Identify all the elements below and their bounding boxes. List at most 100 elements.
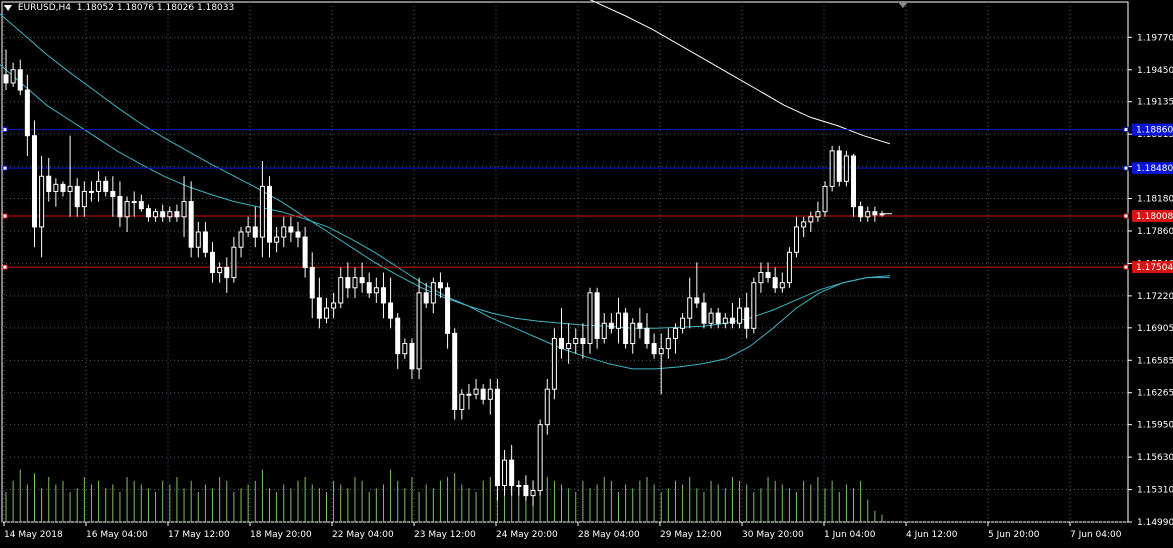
candle-body [758, 272, 764, 284]
dropdown-triangle-icon[interactable] [4, 4, 12, 11]
candle-body [687, 297, 693, 319]
y-tick-label: 1.19135 [1137, 98, 1173, 108]
candle [473, 379, 479, 400]
candle-body [779, 282, 785, 289]
candle-body [587, 292, 593, 345]
candle-body [694, 297, 700, 304]
candle-body [416, 292, 422, 370]
candle [267, 176, 273, 258]
candle [822, 181, 828, 217]
level-anchor [2, 127, 8, 133]
candle-body [302, 236, 308, 268]
candle-body [103, 180, 109, 192]
candle-body [559, 337, 565, 350]
candle-body [708, 312, 714, 324]
candle [879, 210, 885, 217]
candle-body [829, 150, 835, 187]
candle-body [530, 490, 536, 497]
level-price-tag [1132, 162, 1173, 175]
candle-body [615, 312, 621, 329]
candle-body [338, 277, 344, 304]
candle [366, 272, 372, 298]
candle [24, 74, 30, 156]
candle [644, 313, 650, 349]
candle-body [245, 226, 251, 233]
candle [202, 221, 208, 258]
candle [751, 277, 757, 334]
y-tick-label: 1.16585 [1137, 356, 1173, 366]
x-tick-label: 24 May 20:00 [496, 530, 558, 540]
candle-body [281, 226, 287, 238]
candle [96, 171, 102, 202]
plot-frame [1, 1, 1129, 523]
x-tick-label: 1 Jun 04:00 [824, 530, 876, 540]
candle [786, 247, 792, 288]
candle [843, 150, 849, 187]
candle-body [309, 266, 315, 299]
candle-body [623, 312, 629, 345]
candle-body [487, 388, 493, 400]
candle-body [81, 190, 87, 208]
candle-body [722, 317, 728, 324]
candle-body [210, 251, 216, 274]
candle-body [388, 302, 394, 319]
y-tick-label: 1.14990 [1137, 518, 1173, 528]
candle [174, 204, 180, 222]
candle-body [523, 484, 529, 497]
candle-body [409, 343, 415, 370]
candle [551, 328, 557, 400]
candle-body [274, 236, 280, 243]
candle-body [352, 277, 358, 289]
candle-body [380, 287, 386, 304]
candle [687, 277, 693, 329]
candle-body [836, 150, 842, 182]
candle [701, 292, 707, 329]
candle-body [117, 196, 123, 218]
candle-body [195, 231, 201, 248]
candle-body [202, 231, 208, 253]
candle [630, 318, 636, 354]
candle [224, 257, 230, 293]
candle [559, 308, 565, 359]
candle-body [430, 282, 436, 304]
candle [288, 216, 294, 243]
candle-body [445, 287, 451, 334]
y-tick-label: 1.17220 [1137, 292, 1173, 302]
candle [466, 384, 472, 410]
candle [53, 178, 59, 207]
candle-body [715, 312, 721, 324]
candle [445, 282, 451, 349]
candle [17, 59, 23, 96]
candle [67, 135, 73, 217]
candle [74, 178, 80, 217]
candle [10, 62, 16, 88]
candle [502, 450, 508, 496]
candle [380, 272, 386, 319]
candle [651, 333, 657, 359]
candle-body [566, 343, 572, 350]
candle-body [765, 272, 771, 279]
x-tick-label: 29 May 12:00 [660, 530, 722, 540]
x-tick-label: 7 Jun 04:00 [1070, 530, 1122, 540]
candle [238, 226, 244, 258]
candle-body [39, 175, 45, 228]
candle [815, 201, 821, 222]
x-tick-label: 23 May 12:00 [414, 530, 476, 540]
candle [758, 262, 764, 293]
candle [138, 194, 144, 212]
candle-body [160, 211, 166, 218]
candle [765, 262, 771, 283]
candle-body [466, 393, 472, 396]
candle-body [573, 337, 579, 345]
x-tick-label: 16 May 04:00 [86, 530, 148, 540]
candle [103, 176, 109, 197]
level-anchor [1123, 264, 1129, 270]
level-anchor [2, 264, 8, 270]
candle-body [96, 180, 102, 192]
candle-body [331, 302, 337, 309]
x-tick-label: 14 May 2018 [4, 530, 63, 540]
candle [573, 328, 579, 354]
candle [316, 277, 322, 329]
